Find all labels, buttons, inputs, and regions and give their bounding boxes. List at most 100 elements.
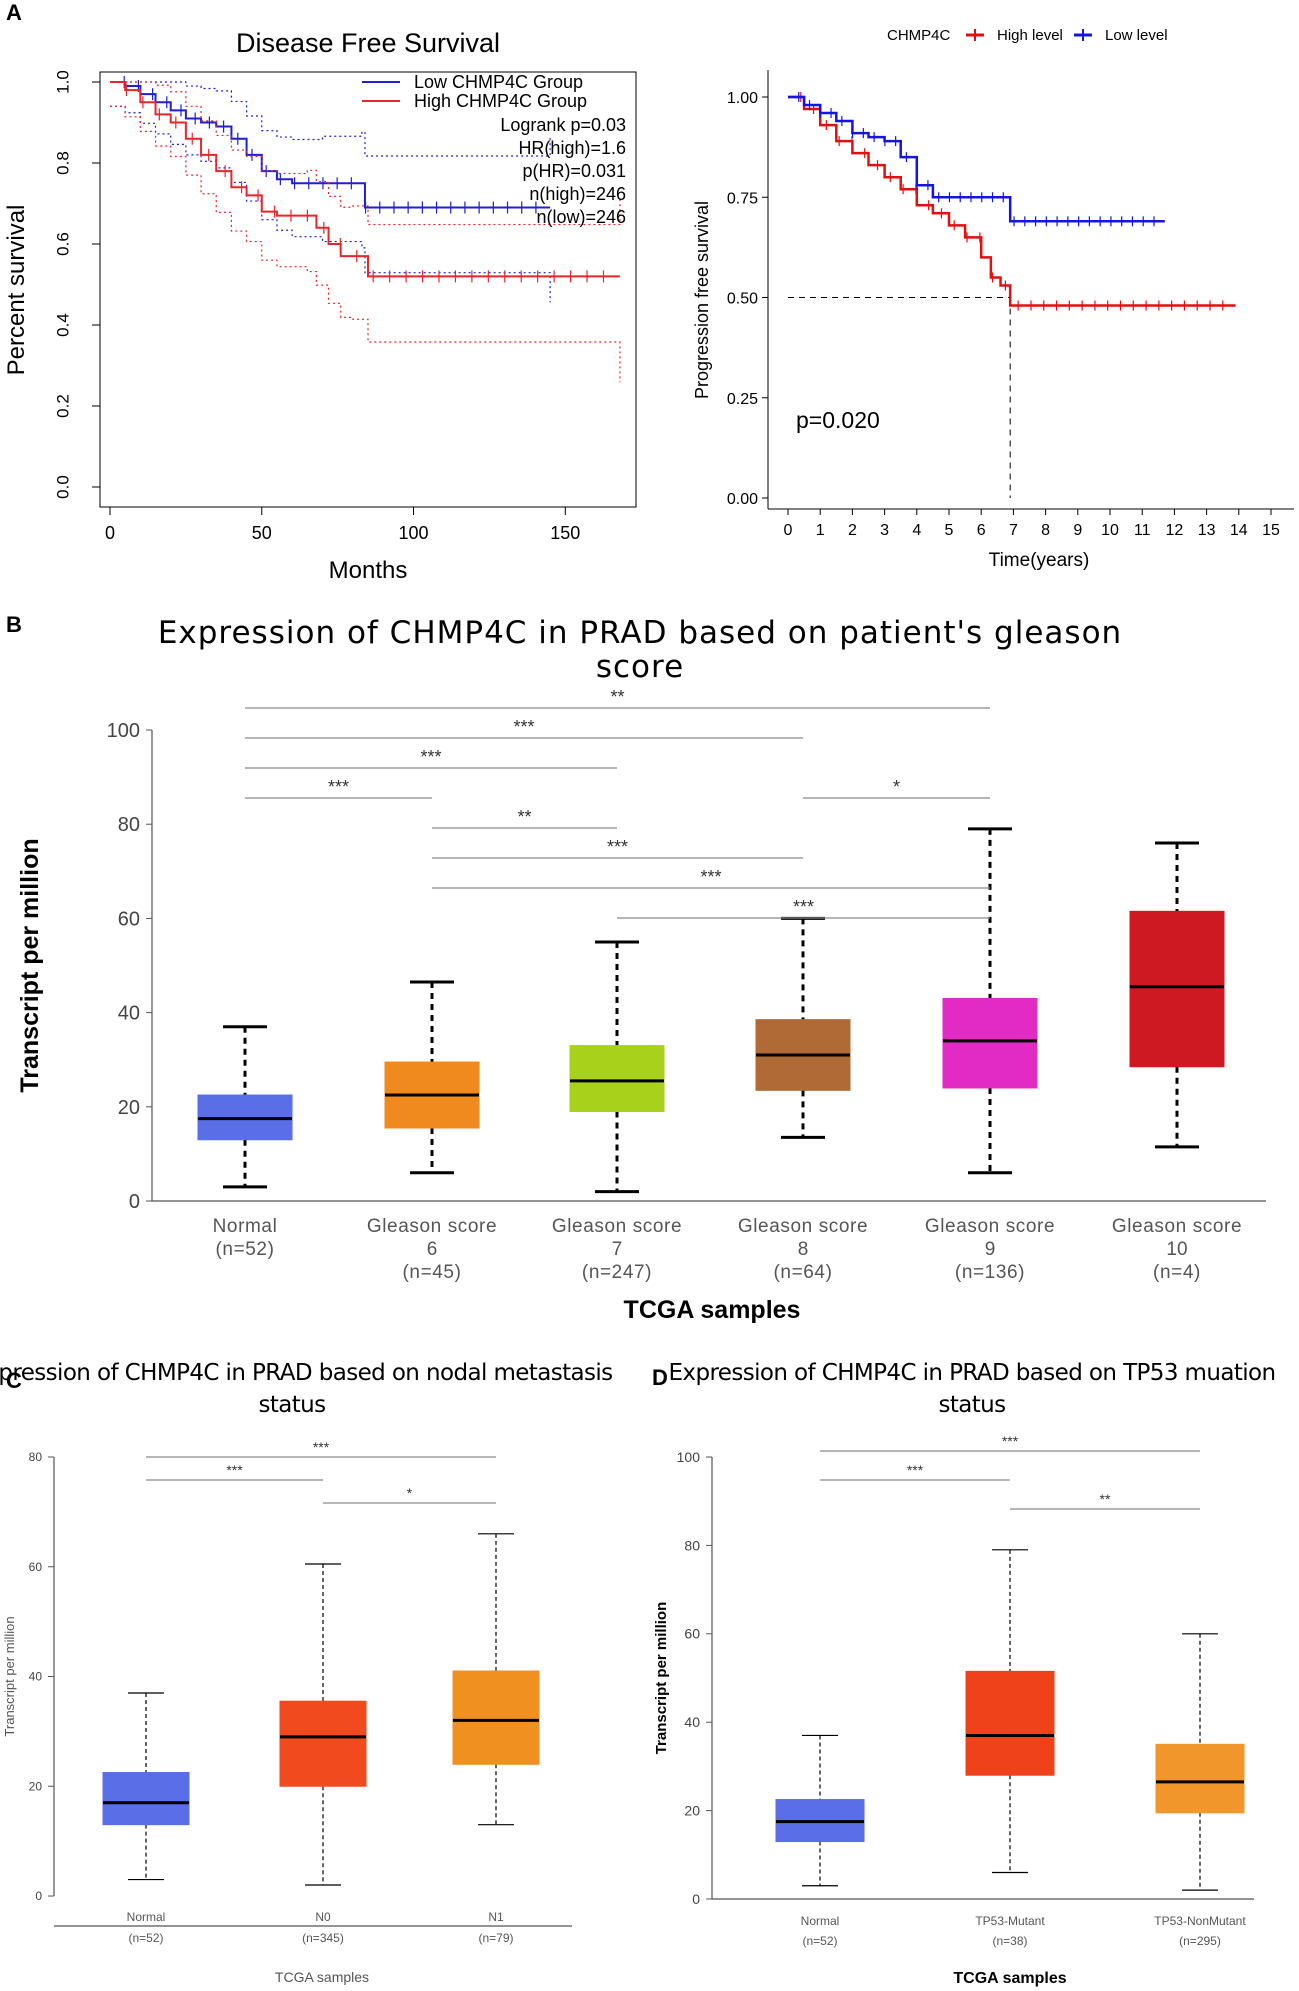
x-axis-label: Months <box>329 557 408 584</box>
y-tick-label: 0 <box>35 1889 42 1903</box>
significance-label: *** <box>328 777 349 797</box>
box-2 <box>569 1045 665 1113</box>
group-label: Normal <box>127 1910 166 1924</box>
y-axis-label: Transcript per million <box>2 1616 17 1736</box>
chart-title-line-2: status <box>938 1392 1005 1418</box>
significance-label: ** <box>610 687 624 707</box>
y-tick-label: 1.0 <box>53 70 72 94</box>
legend-title: CHMP4C <box>887 27 951 44</box>
pfs-curve-high <box>788 95 1236 307</box>
significance-label: *** <box>793 897 814 917</box>
significance-label: ** <box>1100 1491 1111 1507</box>
y-axis-label: Transcript per million <box>653 1602 670 1755</box>
group-n-label: (n=136) <box>955 1262 1025 1283</box>
y-axis-label: Progression free survival <box>692 201 712 399</box>
y-tick-label: 40 <box>684 1714 700 1730</box>
group-label: Gleason score <box>552 1216 682 1237</box>
group-n-label: (n=52) <box>215 1239 274 1260</box>
y-tick-label: 60 <box>684 1626 700 1642</box>
significance-label: *** <box>700 867 721 887</box>
group-label-score: 8 <box>798 1239 809 1260</box>
y-tick-label: 0.4 <box>53 313 72 337</box>
confidence-band-lower <box>110 105 621 383</box>
group-label: TP53-Mutant <box>975 1914 1045 1928</box>
x-axis-label: TCGA samples <box>624 1296 801 1324</box>
confidence-band-lower <box>110 105 551 303</box>
box-0 <box>102 1772 190 1826</box>
x-tick-label: 11 <box>1134 522 1151 539</box>
significance-label: *** <box>513 717 534 737</box>
y-axis-label: Percent survival <box>3 205 30 376</box>
y-tick-label: 80 <box>684 1537 700 1553</box>
group-n-label: (n=79) <box>478 1931 513 1945</box>
significance-label: * <box>407 1485 413 1501</box>
group-n-label: (n=52) <box>128 1931 163 1945</box>
group-n-label: (n=52) <box>802 1934 837 1948</box>
x-tick-label: 50 <box>252 523 272 543</box>
stat-annotation: n(high)=246 <box>529 184 626 204</box>
significance-label: ** <box>517 807 531 827</box>
significance-label: *** <box>607 837 628 857</box>
significance-label: *** <box>1002 1433 1019 1449</box>
x-tick-label: 0 <box>105 523 115 543</box>
x-tick-label: 14 <box>1230 522 1248 539</box>
stat-annotation: p(HR)=0.031 <box>522 161 626 181</box>
x-axis-label: TCGA samples <box>953 1970 1066 1987</box>
y-tick-label: 60 <box>29 1560 43 1574</box>
y-tick-label: 40 <box>118 1003 140 1025</box>
x-tick-label: 3 <box>880 522 889 539</box>
x-tick-label: 7 <box>1009 522 1018 539</box>
p-value: p=0.020 <box>796 407 880 433</box>
confidence-band-upper <box>110 81 551 157</box>
y-tick-label: 20 <box>684 1803 700 1819</box>
chart-title: Expression of CHMP4C in PRAD based on pa… <box>158 615 1122 651</box>
y-tick-label: 0 <box>129 1191 140 1213</box>
group-label: N1 <box>488 1910 504 1924</box>
y-tick-label: 100 <box>107 720 140 742</box>
box-4 <box>942 997 1038 1089</box>
panel-letter-d: D <box>652 1365 668 1390</box>
x-tick-label: 6 <box>977 522 986 539</box>
y-tick-label: 80 <box>29 1450 43 1464</box>
significance-label: *** <box>907 1462 924 1478</box>
x-tick-label: 9 <box>1073 522 1082 539</box>
nodal-metastasis-boxplot: Expression of CHMP4C in PRAD based on no… <box>0 1360 613 1985</box>
significance-label: *** <box>226 1462 243 1478</box>
group-label: Gleason score <box>925 1216 1055 1237</box>
legend-label: Low CHMP4C Group <box>414 72 583 92</box>
group-label-score: 7 <box>612 1239 623 1260</box>
group-label: Normal <box>213 1216 278 1237</box>
chart-title-line-2: status <box>258 1392 325 1418</box>
x-tick-label: 10 <box>1101 522 1119 539</box>
x-axis-label: Time(years) <box>989 550 1090 571</box>
y-tick-label: 1.00 <box>727 90 758 107</box>
x-tick-label: 0 <box>784 522 793 539</box>
y-tick-label: 0.25 <box>727 391 758 408</box>
group-n-label: (n=45) <box>402 1262 461 1283</box>
box-1 <box>279 1700 367 1787</box>
y-tick-label: 40 <box>29 1670 43 1684</box>
pfs-curve-low <box>788 95 1165 223</box>
x-axis-label: TCGA samples <box>275 1969 369 1985</box>
group-label: Gleason score <box>367 1216 497 1237</box>
group-n-label: (n=345) <box>302 1931 344 1945</box>
box-2 <box>452 1670 540 1765</box>
y-tick-label: 80 <box>118 814 140 836</box>
y-tick-label: 0.0 <box>53 475 72 499</box>
x-tick-label: 4 <box>912 522 921 539</box>
x-tick-label: 15 <box>1262 522 1280 539</box>
confidence-band-upper <box>110 81 621 226</box>
group-label: Gleason score <box>1112 1216 1242 1237</box>
x-tick-label: 12 <box>1166 522 1184 539</box>
panel-letter-c: C <box>6 1368 22 1393</box>
gleason-score-boxplot: Expression of CHMP4C in PRAD based on pa… <box>16 615 1266 1324</box>
plot-frame <box>99 71 637 508</box>
x-tick-label: 8 <box>1041 522 1050 539</box>
group-n-label: (n=247) <box>582 1262 652 1283</box>
box-1 <box>965 1670 1055 1776</box>
y-tick-label: 20 <box>118 1097 140 1119</box>
group-label-score: 6 <box>427 1239 438 1260</box>
chart-title: Expression of CHMP4C in PRAD based on no… <box>0 1360 613 1386</box>
legend-label: High CHMP4C Group <box>414 91 587 111</box>
